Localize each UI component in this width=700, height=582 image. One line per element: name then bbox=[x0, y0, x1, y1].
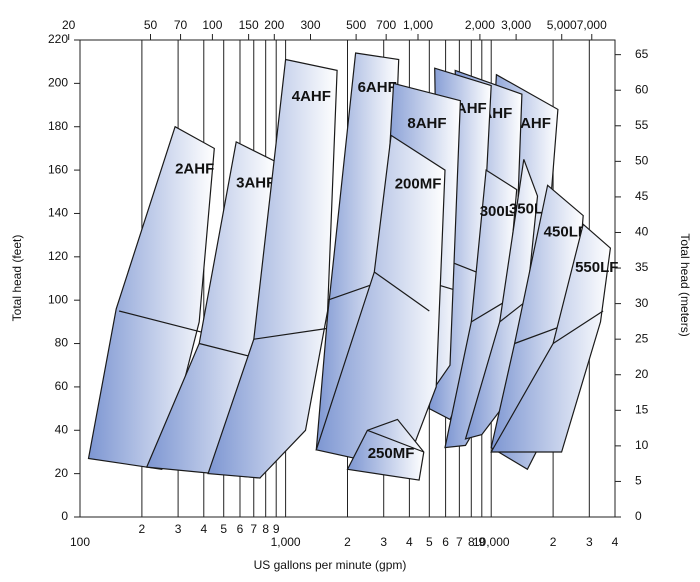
y2-tick-label: 5 bbox=[635, 474, 642, 488]
x-tick-label: 100 bbox=[70, 535, 90, 549]
x2-tick-label: 500 bbox=[346, 18, 366, 32]
x2-tick-label: 300 bbox=[300, 18, 320, 32]
x-tick-label: 4 bbox=[406, 535, 413, 549]
region-divider bbox=[118, 310, 204, 334]
region-label: 250MF bbox=[368, 445, 415, 462]
y2-tick-label: 40 bbox=[635, 225, 649, 239]
x2-tick-label: 3,000 bbox=[501, 18, 531, 32]
region-divider bbox=[367, 429, 425, 453]
y2-tick-label: 15 bbox=[635, 402, 649, 416]
region-label: 8AHF bbox=[407, 115, 446, 132]
x-tick-label: 8 bbox=[262, 522, 269, 536]
y2-tick-label: 25 bbox=[635, 331, 649, 345]
region-label: 6AHF bbox=[358, 79, 397, 96]
region-divider bbox=[253, 327, 328, 340]
x-tick-label: 8 bbox=[468, 535, 475, 549]
pump-region bbox=[207, 58, 338, 479]
region-label: 3AHF bbox=[236, 175, 275, 192]
x2-tick-label: 70 bbox=[174, 18, 188, 32]
y-tick-label: 80 bbox=[55, 336, 69, 350]
y-axis-title: Total head (feet) bbox=[10, 235, 24, 322]
x-tick-label: 5 bbox=[426, 535, 433, 549]
x2-tick-label: 2,000 bbox=[465, 18, 495, 32]
region-label: 4AHF bbox=[292, 88, 331, 105]
x-tick-label: 6 bbox=[237, 522, 244, 536]
x-tick-label: 1,000 bbox=[271, 535, 301, 549]
x-tick-label: 10,000 bbox=[473, 535, 510, 549]
region-label: 2AHF bbox=[175, 161, 214, 178]
x2-tick-label: 150 bbox=[239, 18, 259, 32]
x-tick-label: 7 bbox=[456, 535, 463, 549]
x-tick-label: 4 bbox=[612, 535, 619, 549]
x-tick-label: 2 bbox=[344, 535, 351, 549]
x-tick-label: 9 bbox=[478, 535, 485, 549]
x-axis-title: US gallons per minute (gpm) bbox=[254, 558, 407, 572]
y-tick-label: 0 bbox=[61, 509, 68, 523]
x2-tick-label: 1,000 bbox=[403, 18, 433, 32]
x2-tick-label: 700 bbox=[376, 18, 396, 32]
x-tick-label: 3 bbox=[586, 535, 593, 549]
region-label: 550LF bbox=[575, 259, 618, 276]
x2-tick-label: 200 bbox=[264, 18, 284, 32]
y2-tick-label: 55 bbox=[635, 118, 649, 132]
y2-axis-title: Total head (meters) bbox=[678, 233, 692, 336]
y-tick-label: 200 bbox=[48, 76, 68, 90]
x-tick-label: 7 bbox=[250, 522, 257, 536]
region-label: 300LF bbox=[480, 203, 523, 220]
y2-tick-label: 50 bbox=[635, 154, 649, 168]
x-tick-label: 2 bbox=[139, 522, 146, 536]
x-tick-label: 3 bbox=[380, 535, 387, 549]
y-tick-label: 120 bbox=[48, 249, 68, 263]
x2-tick-label: 20 bbox=[62, 18, 76, 32]
y2-tick-label: 0 bbox=[635, 509, 642, 523]
y-tick-label: 140 bbox=[48, 206, 68, 220]
y2-tick-label: 10 bbox=[635, 438, 649, 452]
y2-tick-label: 45 bbox=[635, 189, 649, 203]
y2-tick-label: 30 bbox=[635, 296, 649, 310]
x-tick-label: 6 bbox=[442, 535, 449, 549]
y2-tick-label: 60 bbox=[635, 82, 649, 96]
region-divider bbox=[373, 271, 430, 312]
y-tick-label: 20 bbox=[55, 466, 69, 480]
region-divider bbox=[470, 299, 508, 323]
x-tick-label: 2 bbox=[550, 535, 557, 549]
x-tick-label: 9 bbox=[273, 522, 280, 536]
y-tick-label: 60 bbox=[55, 379, 69, 393]
x-tick-label: 5 bbox=[220, 522, 227, 536]
x2-tick-label: 100 bbox=[202, 18, 222, 32]
y2-tick-label: 35 bbox=[635, 260, 649, 274]
x2-tick-label: 7,000 bbox=[577, 18, 607, 32]
pump-region bbox=[346, 418, 425, 481]
x2-tick-label: 50 bbox=[144, 18, 158, 32]
y-tick-label: 180 bbox=[48, 119, 68, 133]
x2-tick-label: 5,000 bbox=[547, 18, 577, 32]
y-tick-label: 160 bbox=[48, 162, 68, 176]
y2-tick-label: 20 bbox=[635, 367, 649, 381]
y-tick-label: 100 bbox=[48, 292, 68, 306]
y-tick-label: 40 bbox=[55, 422, 69, 436]
region-divider bbox=[552, 310, 604, 345]
region-label: 200MF bbox=[395, 176, 442, 193]
y2-tick-label: 65 bbox=[635, 47, 649, 61]
y-tick-label: 220 bbox=[48, 32, 68, 46]
x-tick-label: 4 bbox=[200, 522, 207, 536]
region-label: 450LF bbox=[544, 223, 587, 240]
x-tick-label: 3 bbox=[175, 522, 182, 536]
